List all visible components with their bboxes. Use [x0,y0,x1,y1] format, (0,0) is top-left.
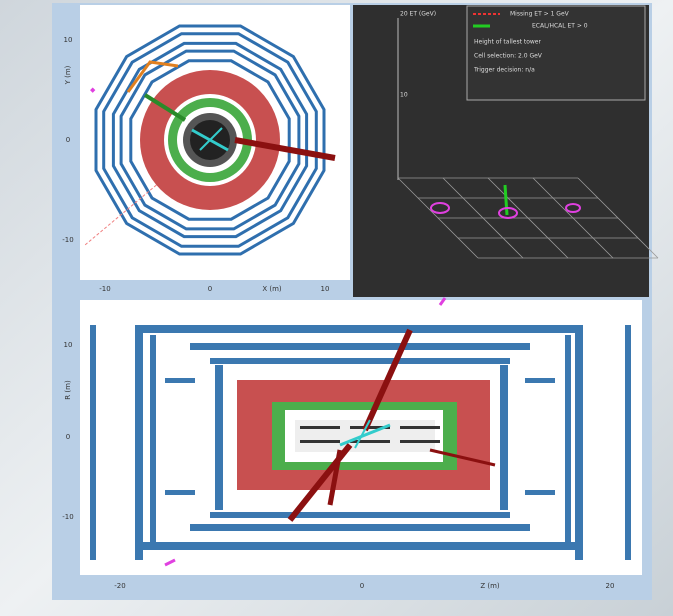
tracker-hits [400,426,440,429]
endcap [90,325,96,560]
y-axis-label: Y (m) [64,65,72,85]
muon-chamber [525,490,555,495]
axis-label: 20 ET (GeV) [400,11,436,18]
muon-chamber [210,512,510,518]
muon-chamber [165,490,195,495]
muon-chamber [210,358,510,364]
y-tick-label: 0 [66,136,70,144]
y-tick-label: 10 [64,341,73,349]
muon-chamber [190,524,530,531]
endcap [135,325,143,560]
muon-chamber [140,325,580,333]
event-display: ◆ 20 ET (GeV) 10 Missing ET > 1 GeV ECAL… [0,0,673,616]
legend-entry: Height of tallest tower [474,39,541,46]
tracker-hits [300,440,340,443]
marker: ◆ [90,86,96,94]
endcap [500,365,508,510]
y-axis-label: R (m) [64,380,72,400]
y-tick-label: -10 [62,236,73,244]
legend-entry: Cell selection: 2.0 GeV [474,53,543,60]
x-tick-label: 20 [606,582,615,590]
tracker-hits [300,426,340,429]
tracker-hits [400,440,440,443]
y-tick-label: 0 [66,433,70,441]
legend-entry: Trigger decision: n/a [473,67,535,74]
endcap [150,335,156,550]
legend-entry: Missing ET > 1 GeV [510,11,570,18]
x-tick-label: 0 [360,582,364,590]
lego-tower [505,185,507,215]
endcap [565,335,571,550]
muon-chamber [165,378,195,383]
x-tick-label: -20 [114,582,125,590]
endcap [575,325,583,560]
y-tick-label: -10 [62,513,73,521]
tracker-hits [350,440,390,443]
muon-chamber [140,542,580,550]
muon-chamber [190,343,530,350]
x-tick-label: 10 [321,285,330,293]
x-tick-label: 0 [208,285,212,293]
x-axis-label: X (m) [262,285,282,293]
tick-label: 10 [400,92,408,99]
endcap [215,365,223,510]
x-axis-label: Z (m) [480,582,500,590]
y-tick-label: 10 [64,36,73,44]
x-tick-label: -10 [99,285,110,293]
legend-entry: ECAL/HCAL ET > 0 [532,23,588,30]
muon-chamber [525,378,555,383]
endcap [625,325,631,560]
